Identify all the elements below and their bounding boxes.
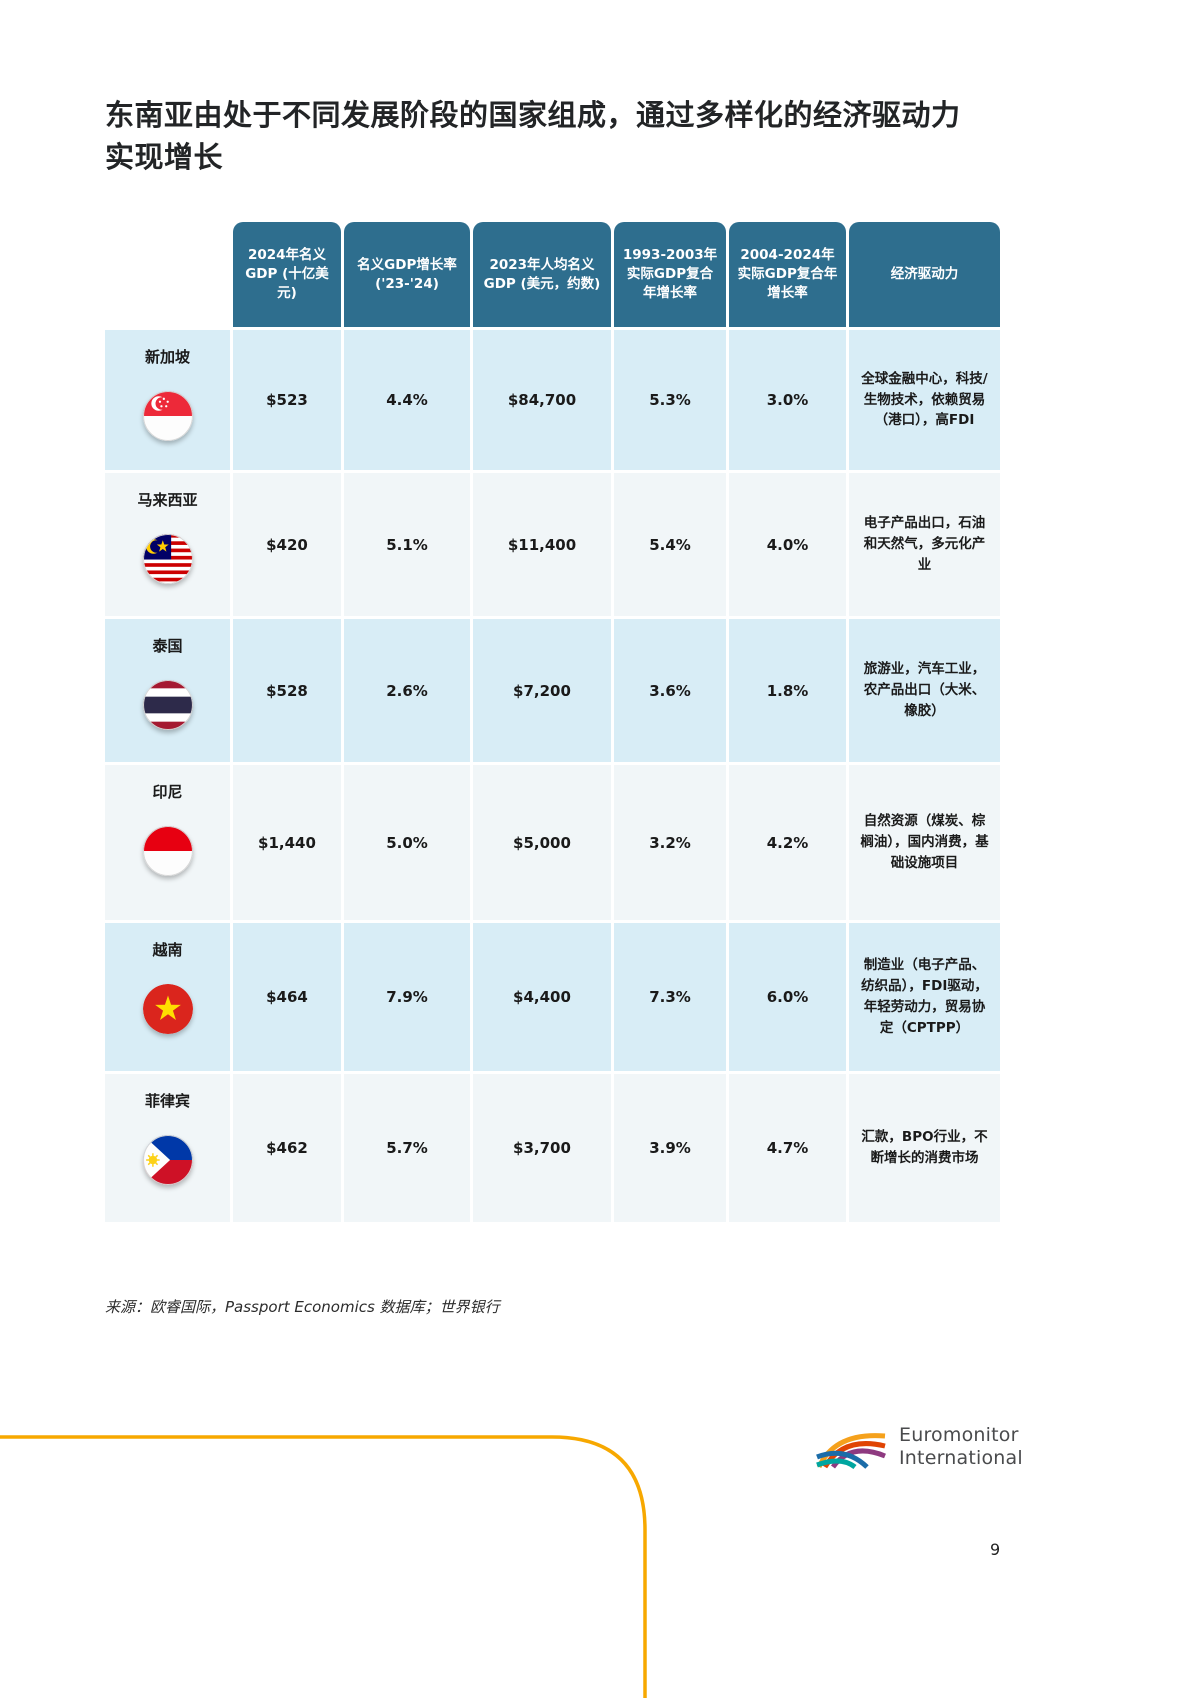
header-cagr-1993-2003: 1993-2003年实际GDP复合年增长率 [614, 222, 726, 327]
table-cell: 1.8% [729, 619, 846, 762]
source-note: 来源：欧睿国际，Passport Economics 数据库；世界银行 [105, 1298, 500, 1316]
table-cell: $420 [233, 473, 341, 616]
country-name: 马来西亚 [137, 491, 198, 509]
table-cell: $11,400 [473, 473, 611, 616]
gdp-comparison-table: 2024年名义GDP (十亿美元) 名义GDP增长率 ('23-'24) 202… [105, 222, 1000, 1222]
table-cell: 3.6% [614, 619, 726, 762]
page-number: 9 [990, 1540, 1001, 1559]
drivers-cell: 电子产品出口，石油和天然气，多元化产业 [849, 473, 1000, 616]
euromonitor-logo: Euromonitor International [815, 1424, 1023, 1470]
header-cagr-2004-2024: 2004-2024年实际GDP复合年增长率 [729, 222, 846, 327]
table-cell: 5.1% [344, 473, 470, 616]
table-cell: $4,400 [473, 923, 611, 1071]
page-title: 东南亚由处于不同发展阶段的国家组成，通过多样化的经济驱动力实现增长 [105, 98, 961, 175]
table-cell: 2.6% [344, 619, 470, 762]
logo-line2: International [899, 1447, 1023, 1469]
drivers-cell: 制造业（电子产品、纺织品），FDI驱动，年轻劳动力，贸易协定（CPTPP） [849, 923, 1000, 1071]
vietnam-flag-icon [142, 984, 193, 1034]
table-cell: 7.3% [614, 923, 726, 1071]
country-name: 印尼 [152, 783, 183, 801]
singapore-flag-icon [142, 391, 193, 441]
header-gdp-growth: 名义GDP增长率 ('23-'24) [344, 222, 470, 327]
logo-line1: Euromonitor [899, 1424, 1019, 1447]
table-cell: 5.3% [614, 330, 726, 470]
table-cell: 5.0% [344, 765, 470, 920]
malaysia-flag-icon [142, 534, 193, 584]
country-name: 越南 [152, 941, 183, 959]
table-cell: $7,200 [473, 619, 611, 762]
country-cell-thailand: 泰国 [105, 619, 230, 762]
euromonitor-logo-icon [816, 1433, 886, 1470]
country-cell-malaysia: 马来西亚 [105, 473, 230, 616]
thailand-flag-icon [142, 680, 193, 730]
table-cell: $1,440 [233, 765, 341, 920]
country-cell-vietnam: 越南 [105, 923, 230, 1071]
table-cell: $523 [233, 330, 341, 470]
header-per-capita-gdp: 2023年人均名义GDP (美元，约数) [473, 222, 611, 327]
table-cell: 4.4% [344, 330, 470, 470]
table-cell: $5,000 [473, 765, 611, 920]
table-cell: $3,700 [473, 1074, 611, 1222]
drivers-cell: 旅游业，汽车工业，农产品出口（大米、橡胶） [849, 619, 1000, 762]
country-name: 泰国 [152, 637, 183, 655]
country-cell-singapore: 新加坡 [105, 330, 230, 470]
table-cell: 4.0% [729, 473, 846, 616]
table-cell: 5.7% [344, 1074, 470, 1222]
country-cell-indonesia: 印尼 [105, 765, 230, 920]
indonesia-flag-icon [142, 826, 193, 876]
table-cell: $462 [233, 1074, 341, 1222]
table-cell: 6.0% [729, 923, 846, 1071]
country-name: 新加坡 [144, 348, 190, 366]
header-nominal-gdp: 2024年名义GDP (十亿美元) [233, 222, 341, 327]
drivers-cell: 汇款，BPO行业，不断增长的消费市场 [849, 1074, 1000, 1222]
table-cell: 3.9% [614, 1074, 726, 1222]
philippines-flag-icon [142, 1135, 193, 1185]
table-cell: 3.0% [729, 330, 846, 470]
table-cell: 7.9% [344, 923, 470, 1071]
table-cell: 4.2% [729, 765, 846, 920]
header-economic-drivers: 经济驱动力 [849, 222, 1000, 327]
drivers-cell: 全球金融中心，科技/生物技术，依赖贸易（港口），高FDI [849, 330, 1000, 470]
table-cell: 5.4% [614, 473, 726, 616]
header-empty-cell [105, 222, 230, 327]
table-cell: $528 [233, 619, 341, 762]
table-cell: $464 [233, 923, 341, 1071]
table-cell: 3.2% [614, 765, 726, 920]
country-name: 菲律宾 [144, 1092, 190, 1110]
table-cell: $84,700 [473, 330, 611, 470]
drivers-cell: 自然资源（煤炭、棕榈油），国内消费，基础设施项目 [849, 765, 1000, 920]
euromonitor-logo-text: Euromonitor International [899, 1424, 1023, 1470]
country-cell-philippines: 菲律宾 [105, 1074, 230, 1222]
table-cell: 4.7% [729, 1074, 846, 1222]
